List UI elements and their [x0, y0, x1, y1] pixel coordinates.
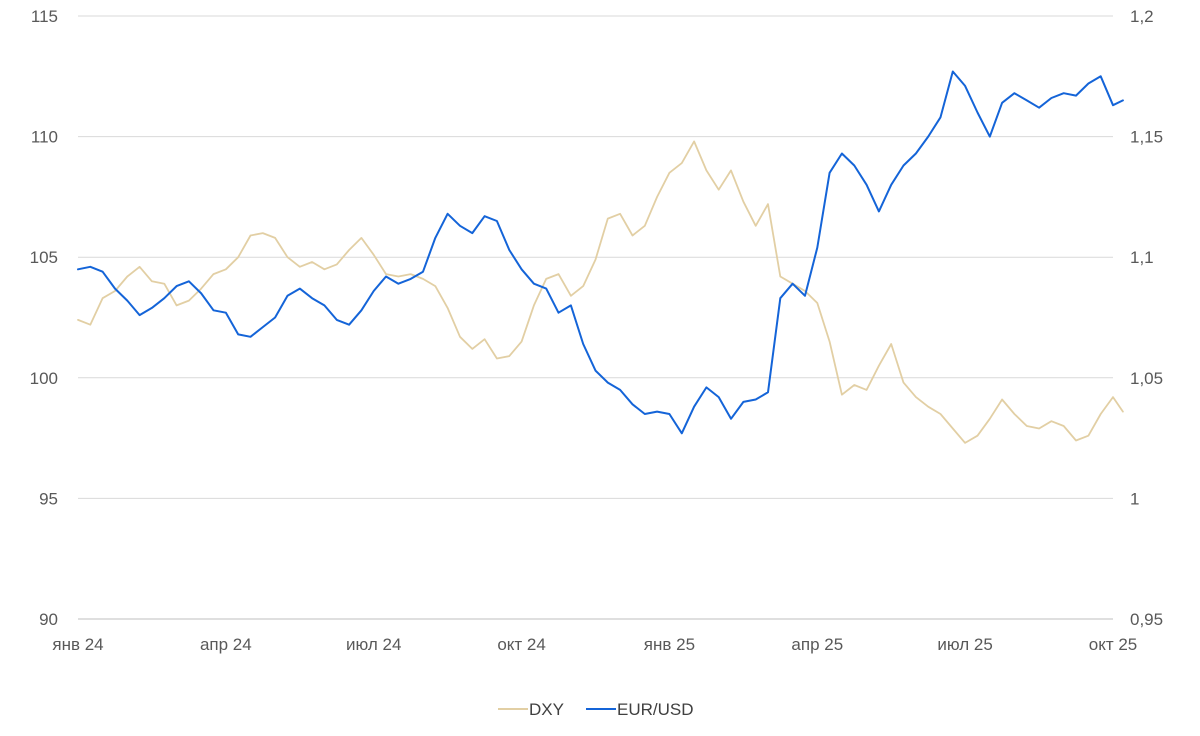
y-right-tick-label: 1,05: [1130, 369, 1163, 388]
legend-label: EUR/USD: [617, 700, 694, 719]
y-left-tick-label: 95: [39, 489, 58, 508]
y-right-axis: 0,95 1 1,05 1,1 1,15 1,2: [1130, 7, 1163, 629]
y-left-tick-label: 100: [30, 369, 58, 388]
x-tick-label: янв 25: [644, 635, 695, 654]
series-line-eurusd: [77, 70, 1124, 435]
x-tick-label: апр 24: [200, 635, 252, 654]
x-tick-label: окт 24: [497, 635, 546, 654]
x-tick-label: июл 24: [346, 635, 401, 654]
x-tick-label: окт 25: [1089, 635, 1138, 654]
x-tick-label: апр 25: [791, 635, 843, 654]
x-axis: янв 24 апр 24 июл 24 окт 24 янв 25 апр 25 июл …: [52, 635, 1137, 654]
y-right-tick-label: 1,15: [1130, 128, 1163, 147]
y-left-tick-label: 90: [39, 610, 58, 629]
y-left-tick-label: 105: [30, 248, 58, 267]
legend-label: DXY: [529, 700, 564, 719]
legend-item-dxy: DXY: [498, 700, 564, 719]
y-left-tick-label: 115: [31, 7, 58, 26]
x-tick-label: июл 25: [937, 635, 992, 654]
y-left-tick-label: 110: [31, 128, 58, 147]
y-left-axis: 90 95 100 105 110 115: [30, 7, 58, 629]
legend: DXY EUR/USD: [498, 700, 694, 719]
gridlines: [78, 15, 1113, 620]
y-right-tick-label: 1: [1130, 489, 1139, 508]
series-line-dxy: [77, 140, 1124, 444]
x-tick-label: янв 24: [52, 635, 103, 654]
series-lines: [77, 70, 1124, 444]
y-right-tick-label: 0,95: [1130, 610, 1163, 629]
legend-item-eurusd: EUR/USD: [586, 700, 694, 719]
y-right-tick-label: 1,2: [1130, 7, 1154, 26]
y-right-tick-label: 1,1: [1130, 248, 1154, 267]
